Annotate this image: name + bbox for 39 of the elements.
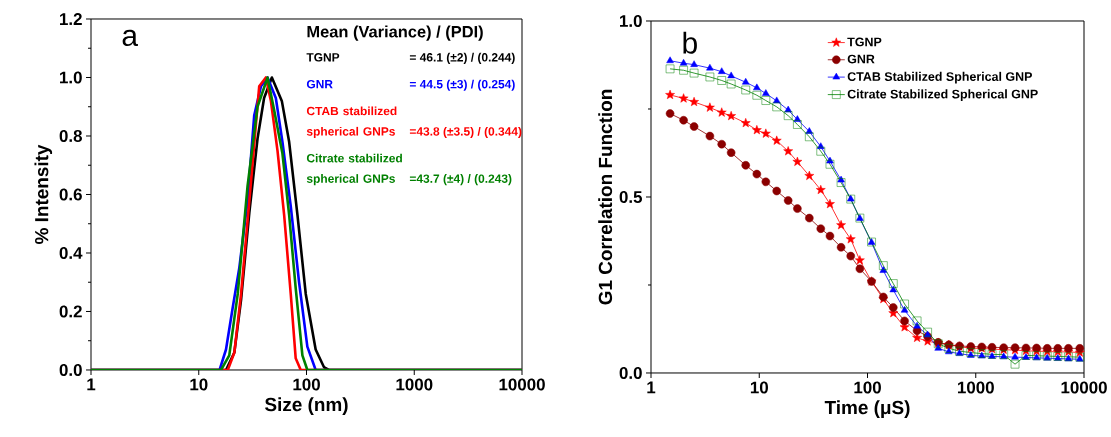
- text: GNR: [306, 79, 333, 89]
- x-tick-label: 10000: [499, 378, 545, 391]
- y-tick-label: 0.5: [619, 190, 643, 203]
- y-tick-label: 0.0: [619, 366, 642, 379]
- legend-label: CTAB Stabilized Spherical GNP: [847, 71, 1032, 84]
- x-tick-label: 1: [647, 381, 656, 394]
- x-tick-label: 10000: [1061, 381, 1107, 394]
- legend-label: TGNP: [847, 37, 882, 47]
- annotation: =43.7 (±4) / (0.243): [409, 174, 512, 186]
- x-tick-label: 1: [87, 378, 96, 391]
- annotation: = 46.1 (±2) / (0.244): [409, 52, 515, 64]
- legend-label: GNR: [847, 54, 875, 64]
- text: TGNP: [306, 53, 340, 62]
- y-axis-title: G1 Correlation Function: [598, 89, 613, 305]
- x-tick-label: 10: [750, 381, 768, 394]
- y-tick-label: 0.4: [59, 246, 83, 259]
- y-tick-label: 0.6: [59, 188, 82, 201]
- x-tick-label: 100: [854, 381, 881, 394]
- text: CTAB stabilized spherical GNPs: [306, 106, 397, 139]
- legend-title: Mean (Variance) / (PDI): [307, 25, 483, 41]
- x-axis-title: Time (μS): [824, 400, 910, 418]
- x-tick-label: 1000: [396, 378, 433, 391]
- annotation: b: [683, 31, 697, 54]
- y-tick-label: 1.0: [620, 14, 642, 27]
- y-tick-label: 0.8: [59, 129, 82, 142]
- x-tick-label: 100: [293, 378, 320, 391]
- y-tick-label: 0.0: [59, 363, 82, 376]
- legend-label: Citrate Stabilized Spherical GNP: [847, 89, 1038, 101]
- y-tick-label: 0.2: [59, 305, 82, 318]
- annotation: =43.8 (±3.5) / (0.344): [409, 126, 522, 139]
- annotation: = 44.5 (±3) / (0.254): [409, 79, 515, 91]
- x-axis-title: Size (nm): [264, 397, 348, 415]
- y-tick-label: 1.0: [60, 71, 82, 84]
- y-axis-title: % Intensity: [34, 144, 53, 244]
- series-label: Citrate stabilized spherical GNPs: [306, 153, 402, 186]
- x-tick-label: 1000: [957, 381, 994, 394]
- y-tick-label: 1.2: [60, 13, 82, 25]
- x-tick-label: 10: [190, 378, 208, 391]
- annotation: a: [122, 29, 139, 47]
